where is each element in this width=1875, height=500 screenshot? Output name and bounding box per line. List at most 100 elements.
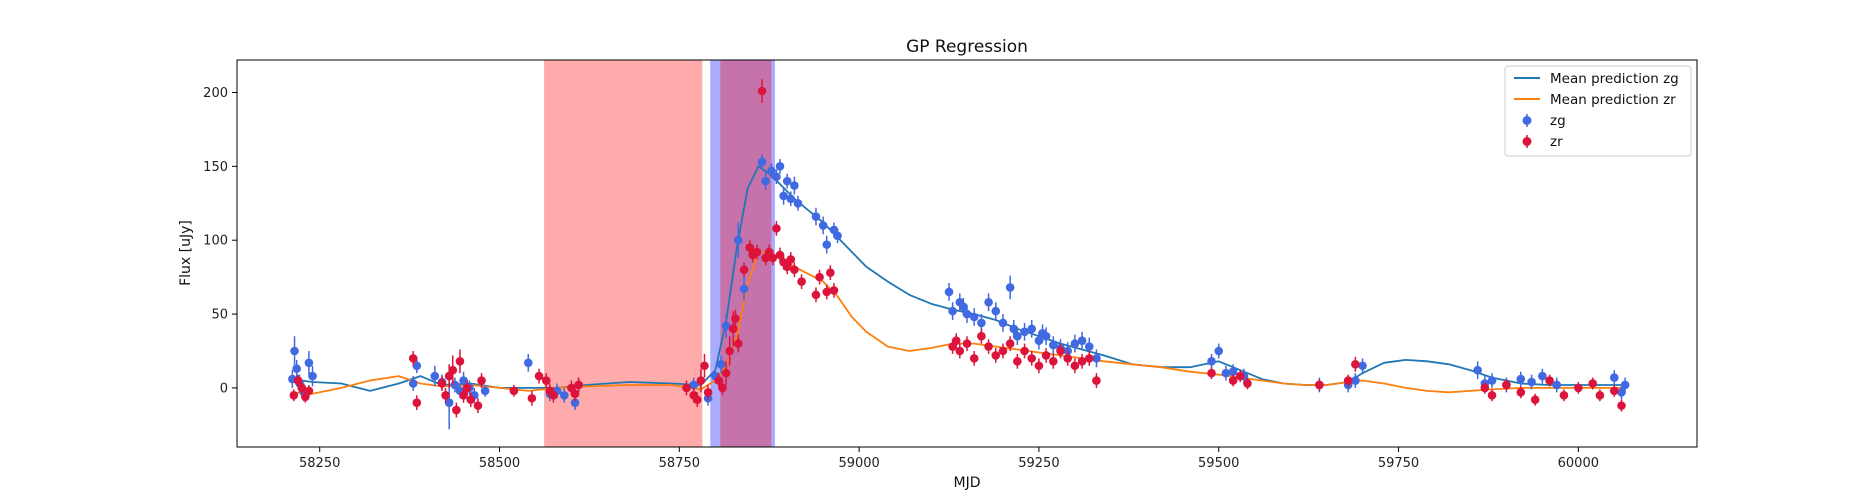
point-zr	[412, 398, 422, 407]
point-zr	[682, 383, 691, 393]
x-tick-label: 59500	[1198, 456, 1239, 471]
point-zg	[1207, 357, 1216, 366]
point-zg	[944, 287, 954, 297]
point-zr	[1487, 391, 1497, 400]
x-tick-label: 59750	[1378, 456, 1419, 471]
point-zr	[1013, 357, 1022, 366]
point-zr	[509, 386, 519, 396]
y-tick-label: 200	[203, 86, 228, 101]
point-zr	[1092, 376, 1101, 385]
x-axis-label: MJD	[954, 475, 981, 491]
point-zr	[466, 395, 476, 405]
point-zg	[1009, 324, 1019, 334]
point-zr	[459, 391, 468, 400]
point-zr	[1207, 368, 1216, 378]
point-zr	[714, 376, 724, 385]
point-zg	[998, 318, 1008, 328]
legend-swatch-zr-marker	[1522, 137, 1532, 146]
point-zr	[1243, 379, 1252, 388]
point-zg	[1077, 336, 1087, 345]
legend-box	[1504, 65, 1692, 157]
point-zr	[782, 262, 792, 272]
point-zg	[480, 386, 490, 396]
point-zr	[696, 376, 706, 385]
point-zr	[441, 391, 450, 400]
point-zr	[984, 342, 993, 351]
point-zr	[1516, 388, 1526, 397]
point-zg	[1351, 376, 1360, 385]
point-zr	[462, 383, 472, 393]
point-zr	[757, 86, 767, 96]
point-zr	[541, 376, 551, 385]
point-zg	[523, 358, 533, 368]
point-zr	[725, 346, 734, 356]
point-zr	[1027, 354, 1037, 363]
point-zr	[998, 346, 1008, 356]
x-tick-label: 59250	[1018, 456, 1059, 471]
point-zg	[790, 181, 799, 190]
point-zr	[574, 380, 583, 390]
point-zg	[1049, 340, 1058, 350]
point-zg	[689, 380, 698, 390]
point-zg	[1473, 365, 1482, 375]
point-zg	[811, 212, 821, 221]
point-zr	[1063, 354, 1072, 363]
point-zg	[430, 371, 440, 381]
point-zr	[1236, 371, 1245, 381]
point-zg	[833, 231, 842, 241]
point-zr	[1530, 395, 1540, 405]
point-zr	[700, 361, 709, 371]
observation-points	[288, 79, 1630, 430]
point-zr	[822, 287, 832, 297]
point-zg	[991, 306, 1001, 316]
point-zg	[969, 312, 979, 322]
point-zr	[1041, 351, 1051, 360]
y-axis-label: Flux [uJy]	[178, 220, 194, 286]
point-zg	[1221, 368, 1231, 378]
shaded-region-2	[720, 60, 772, 447]
point-zg	[779, 191, 788, 201]
point-zr	[955, 346, 965, 356]
point-zr	[549, 391, 558, 400]
point-zr	[1070, 361, 1080, 371]
plot-frame	[236, 59, 1698, 448]
point-zr	[473, 401, 483, 410]
point-zg	[761, 176, 770, 186]
point-zr	[527, 393, 537, 403]
point-zg	[1214, 346, 1224, 356]
point-zg	[559, 391, 569, 400]
point-zg	[984, 297, 993, 307]
point-zr	[731, 314, 740, 323]
point-zg	[1070, 339, 1080, 348]
point-zg	[767, 166, 776, 176]
point-zg	[786, 194, 796, 204]
point-zg	[1552, 380, 1562, 390]
point-zr	[1034, 361, 1044, 371]
point-zg	[1092, 354, 1101, 363]
point-zr	[829, 286, 839, 295]
point-zr	[815, 272, 824, 282]
point-zg	[459, 376, 468, 385]
point-zr	[304, 386, 314, 396]
point-zr	[437, 379, 447, 388]
point-zr	[1595, 391, 1605, 400]
point-zr	[1351, 359, 1360, 369]
x-axis: 58250 58500 58750 59000 59250 59500 59750 60000	[299, 447, 1599, 471]
point-zr	[1480, 383, 1490, 393]
point-zg	[308, 371, 317, 381]
point-zr	[293, 376, 303, 385]
point-zg	[739, 284, 749, 294]
point-zr	[786, 255, 796, 264]
legend-label-zr: zr	[1550, 134, 1563, 150]
point-zg	[1620, 380, 1630, 390]
x-tick-label: 58250	[299, 456, 340, 471]
point-zg	[1228, 367, 1238, 376]
point-zr	[1049, 357, 1058, 366]
point-zg	[1516, 374, 1526, 384]
legend: Mean prediction zg Mean prediction zr zg…	[1504, 65, 1692, 157]
point-zr	[1228, 376, 1238, 385]
point-zr	[534, 371, 544, 381]
point-zr	[1574, 383, 1583, 393]
point-zr	[797, 277, 806, 286]
point-zg	[948, 306, 957, 316]
